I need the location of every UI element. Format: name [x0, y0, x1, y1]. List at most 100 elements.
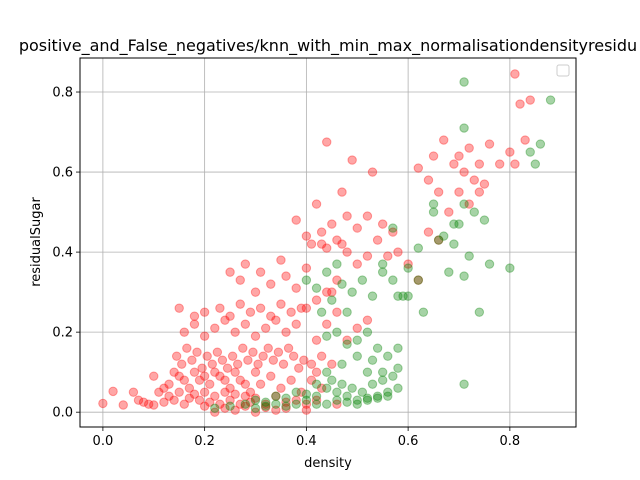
- red-data-point: [388, 227, 398, 237]
- red-data-point: [215, 303, 225, 313]
- green-data-point: [428, 199, 439, 209]
- red-data-point: [184, 383, 195, 393]
- red-data-point: [474, 159, 485, 169]
- red-data-point: [243, 355, 253, 365]
- red-data-point: [352, 323, 362, 333]
- red-data-point: [327, 219, 337, 229]
- green-data-point: [393, 343, 403, 353]
- red-data-point: [199, 331, 210, 341]
- green-data-point: [388, 371, 398, 381]
- red-data-point: [250, 393, 261, 403]
- red-data-point: [189, 319, 200, 329]
- red-data-point: [128, 387, 139, 397]
- red-data-point: [278, 359, 289, 369]
- red-data-point: [296, 387, 306, 397]
- red-data-point: [164, 391, 174, 401]
- red-data-point: [260, 402, 271, 413]
- red-data-point: [212, 347, 223, 357]
- green-data-point: [322, 383, 332, 393]
- red-data-point: [230, 405, 240, 415]
- red-data-point: [179, 399, 189, 409]
- green-data-point: [459, 199, 469, 209]
- green-data-point: [250, 395, 261, 405]
- red-data-point: [332, 399, 342, 409]
- green-data-point: [525, 147, 535, 157]
- green-data-point: [469, 207, 479, 217]
- green-data-point: [271, 399, 281, 409]
- red-data-point: [210, 323, 220, 333]
- green-data-point: [372, 393, 383, 403]
- green-data-point: [322, 367, 332, 377]
- red-data-point: [311, 199, 322, 209]
- red-data-point: [433, 187, 444, 197]
- green-data-point: [403, 263, 413, 273]
- green-data-point: [352, 395, 362, 405]
- red-data-point: [474, 187, 485, 197]
- green-data-point: [322, 267, 332, 277]
- green-data-point: [439, 231, 449, 241]
- green-data-point: [332, 327, 342, 337]
- red-data-point: [199, 387, 210, 397]
- red-data-point: [433, 235, 444, 245]
- red-data-point: [464, 199, 474, 209]
- green-data-point: [459, 379, 469, 389]
- red-data-point: [149, 400, 159, 410]
- red-data-point: [332, 275, 342, 285]
- red-data-point: [281, 397, 291, 407]
- red-data-point: [225, 311, 235, 321]
- x-axis-label: density: [304, 456, 352, 471]
- green-data-point: [301, 395, 312, 405]
- green-data-point: [362, 327, 373, 337]
- red-data-point: [189, 389, 200, 399]
- red-data-point: [428, 151, 439, 161]
- red-data-point: [177, 359, 187, 369]
- red-data-point: [281, 327, 291, 337]
- green-data-point: [383, 351, 393, 361]
- green-data-point: [352, 351, 362, 361]
- red-data-point: [291, 395, 301, 405]
- red-data-point: [250, 331, 261, 341]
- green-data-point: [433, 235, 444, 245]
- green-data-point: [352, 335, 362, 345]
- red-data-point: [276, 299, 286, 309]
- x-tick-label: 0.2: [194, 434, 215, 449]
- red-data-point: [238, 343, 248, 353]
- red-data-point: [225, 267, 235, 277]
- red-data-point: [286, 375, 296, 385]
- green-data-point: [449, 219, 459, 229]
- red-data-point: [227, 351, 238, 361]
- plot-frame: [79, 57, 577, 428]
- red-data-point: [245, 387, 256, 397]
- red-data-point: [332, 307, 342, 317]
- red-data-point: [182, 343, 192, 353]
- red-data-point: [210, 367, 220, 377]
- green-data-point: [398, 291, 408, 301]
- green-data-point: [367, 355, 378, 365]
- red-data-point: [306, 239, 317, 249]
- red-data-point: [258, 351, 268, 361]
- green-data-point: [281, 401, 291, 411]
- green-data-point: [362, 367, 373, 377]
- axis-ticks: 0.0 0.2 0.4 0.6 0.8 0.0 0.2 0.4 0.6 0.8: [52, 86, 520, 449]
- red-data-point: [322, 137, 332, 147]
- green-data-point: [225, 401, 235, 411]
- red-data-point: [377, 219, 388, 229]
- red-data-point: [301, 399, 312, 409]
- red-data-point: [454, 187, 464, 197]
- red-data-point: [327, 359, 337, 369]
- red-data-point: [210, 407, 220, 417]
- red-data-point: [220, 387, 230, 397]
- red-data-point: [159, 383, 169, 393]
- red-data-point: [250, 407, 261, 417]
- green-data-point: [327, 295, 337, 305]
- red-data-point: [362, 251, 373, 261]
- green-data-point: [535, 139, 546, 149]
- red-data-point: [260, 323, 271, 333]
- green-data-point: [449, 239, 459, 249]
- red-data-point: [187, 355, 197, 365]
- red-data-point: [240, 391, 251, 401]
- red-data-point: [235, 399, 245, 409]
- red-data-point: [281, 403, 291, 413]
- red-data-point: [174, 387, 184, 397]
- red-data-point: [316, 383, 327, 393]
